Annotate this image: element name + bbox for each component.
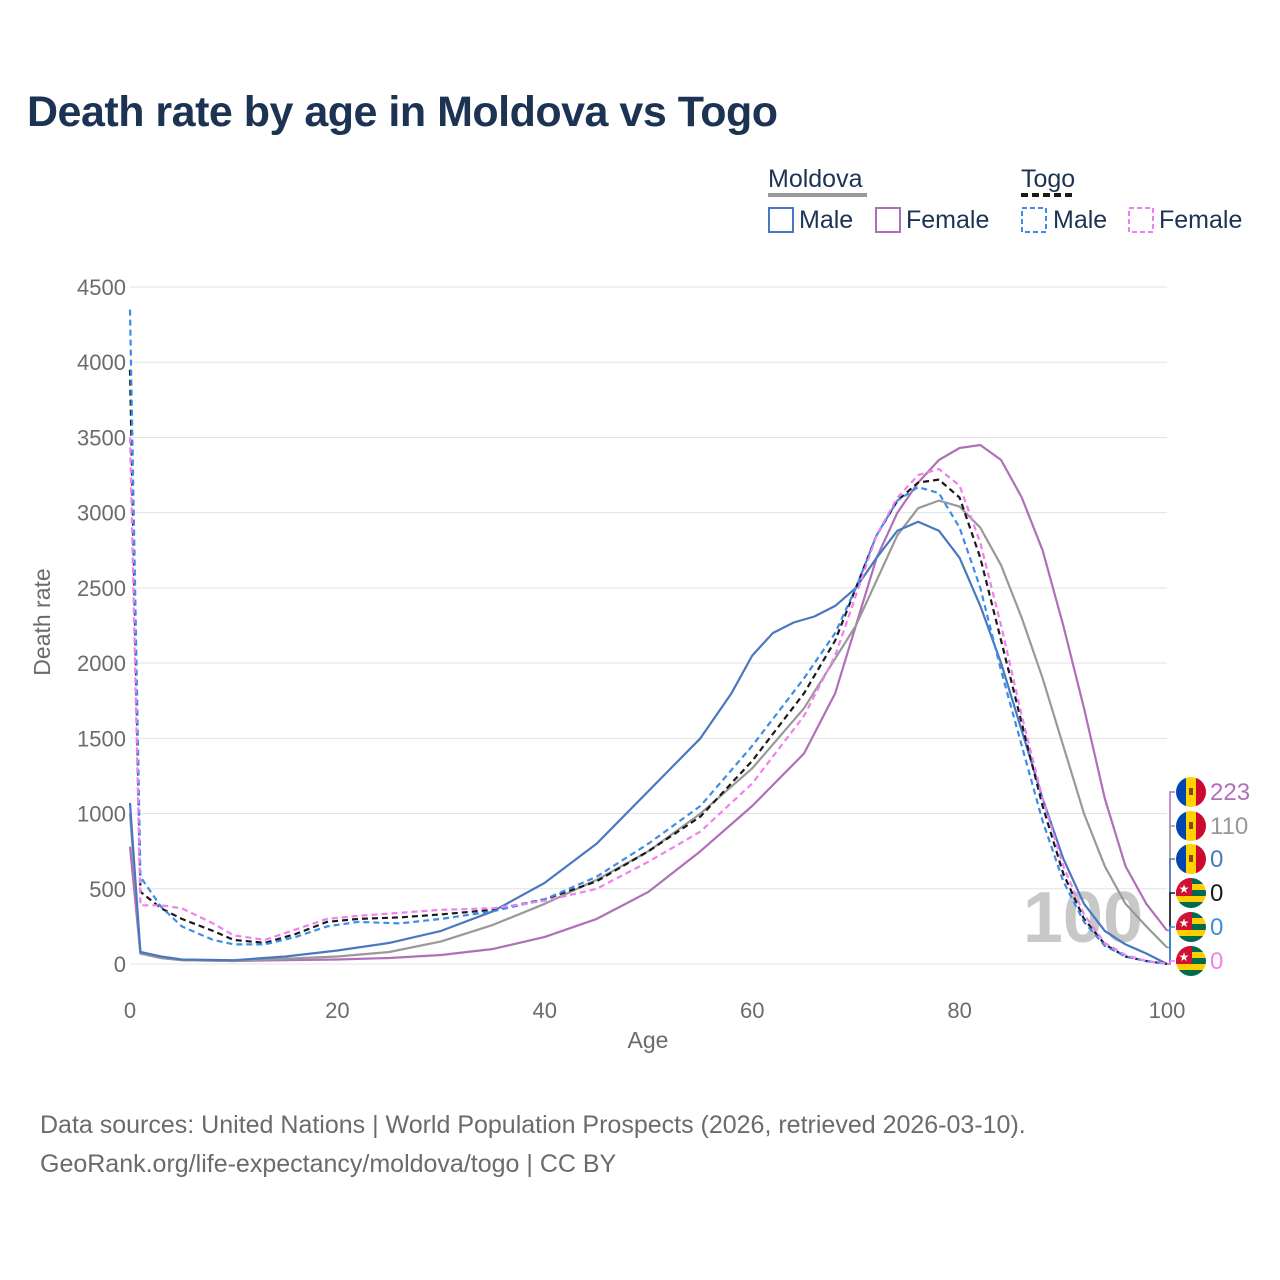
series-line-togo-female [128, 437, 1168, 966]
legend-togo-male-label: Male [1053, 206, 1107, 234]
x-tick-label: 0 [124, 998, 136, 1023]
x-tick-label: 40 [533, 998, 557, 1023]
end-label-connector [1167, 791, 1175, 932]
y-tick-label: 3500 [77, 425, 126, 450]
y-tick-label: 1500 [77, 726, 126, 751]
x-tick-label: 60 [740, 998, 764, 1023]
end-label-connector [1167, 960, 1175, 965]
moldova-flag-icon [1176, 844, 1206, 874]
end-value-label: 0 [1210, 948, 1223, 975]
source-line-1: Data sources: United Nations | World Pop… [40, 1111, 1026, 1139]
legend-moldova-male-swatch [768, 207, 794, 233]
legend-togo-male-swatch [1021, 207, 1047, 233]
y-axis-ticks: 0 500 1000 1500 2000 2500 3000 3500 4000 4500 [77, 275, 126, 977]
x-tick-label: 100 [1149, 998, 1186, 1023]
y-tick-label: 2500 [77, 576, 126, 601]
y-axis-label: Death rate [29, 568, 55, 675]
togo-flag-icon: ★ [1176, 878, 1206, 908]
end-value-label: 223 [1210, 779, 1250, 806]
legend-group-togo: Togo [1021, 165, 1075, 193]
gridlines [130, 286, 1167, 965]
svg-text:★: ★ [1179, 916, 1190, 930]
x-tick-label: 80 [947, 998, 971, 1023]
moldova-flag-icon [1176, 777, 1206, 807]
chart-title: Death rate by age in Moldova vs Togo [27, 88, 778, 136]
legend: Moldova Male Female Togo Male Female [768, 165, 1242, 234]
togo-flag-icon: ★ [1176, 912, 1206, 942]
y-tick-label: 4000 [77, 350, 126, 375]
y-tick-label: 1000 [77, 802, 126, 827]
end-value-label: 0 [1210, 914, 1223, 941]
x-axis-ticks: 0 20 40 60 80 100 [124, 998, 1185, 1023]
series-line-togo-male [128, 309, 1168, 966]
y-tick-label: 2000 [77, 651, 126, 676]
series-lines [128, 309, 1168, 966]
end-value-label: 110 [1210, 813, 1248, 840]
svg-text:★: ★ [1179, 950, 1190, 964]
legend-moldova-female-label: Female [906, 206, 989, 234]
legend-togo-female-swatch [1128, 207, 1154, 233]
y-tick-label: 3000 [77, 501, 126, 526]
series-line-togo-total [128, 369, 1168, 966]
y-tick-label: 500 [89, 877, 126, 902]
end-labels: 223 110 0 ★ 0 ★ 0 ★ 0 [1167, 777, 1250, 976]
source-line-2: GeoRank.org/life-expectancy/moldova/togo… [40, 1150, 617, 1178]
legend-togo-female-label: Female [1159, 206, 1242, 234]
end-label-connector [1167, 892, 1175, 965]
legend-moldova-female-swatch [875, 207, 901, 233]
end-value-label: 0 [1210, 846, 1223, 873]
legend-moldova-male-label: Male [799, 206, 853, 234]
y-tick-label: 0 [114, 952, 126, 977]
legend-group-moldova: Moldova [768, 165, 863, 193]
end-value-label: 0 [1210, 880, 1223, 907]
togo-flag-icon: ★ [1176, 946, 1206, 976]
x-tick-label: 20 [325, 998, 349, 1023]
moldova-flag-icon [1176, 811, 1206, 841]
svg-text:★: ★ [1179, 882, 1190, 896]
series-line-moldova-total [128, 499, 1168, 963]
x-axis-label: Age [628, 1027, 669, 1053]
end-label-connector [1167, 825, 1175, 949]
y-tick-label: 4500 [77, 275, 126, 300]
end-label-connector [1167, 926, 1175, 965]
series-line-moldova-female [128, 443, 1168, 963]
source-note: Data sources: United Nations | World Pop… [40, 1106, 1026, 1184]
